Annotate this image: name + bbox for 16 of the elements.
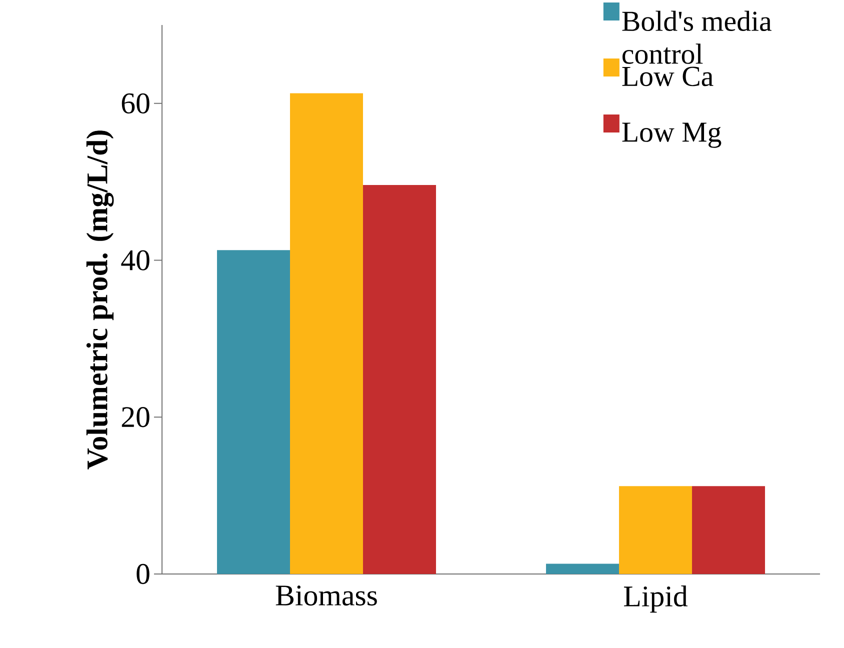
bar bbox=[546, 564, 620, 574]
y-axis-title: Volumetric prod. (mg/L/d) bbox=[86, 130, 114, 470]
bar bbox=[692, 486, 766, 574]
bar bbox=[619, 486, 692, 574]
x-tick-label: Biomass bbox=[276, 585, 377, 606]
y-tick-label: 60 bbox=[122, 93, 150, 114]
legend-label: Bold's media control bbox=[622, 10, 772, 64]
legend-label: Low Ca bbox=[622, 66, 714, 86]
y-tick-label: 40 bbox=[121, 250, 150, 270]
x-tick-label: Lipid bbox=[624, 586, 688, 613]
bar bbox=[290, 93, 364, 574]
legend-label: Low Mg bbox=[622, 122, 722, 148]
bar bbox=[363, 184, 436, 574]
y-tick-label: 20 bbox=[122, 407, 150, 428]
bar bbox=[217, 250, 290, 574]
y-tick-label: 0 bbox=[136, 564, 150, 584]
